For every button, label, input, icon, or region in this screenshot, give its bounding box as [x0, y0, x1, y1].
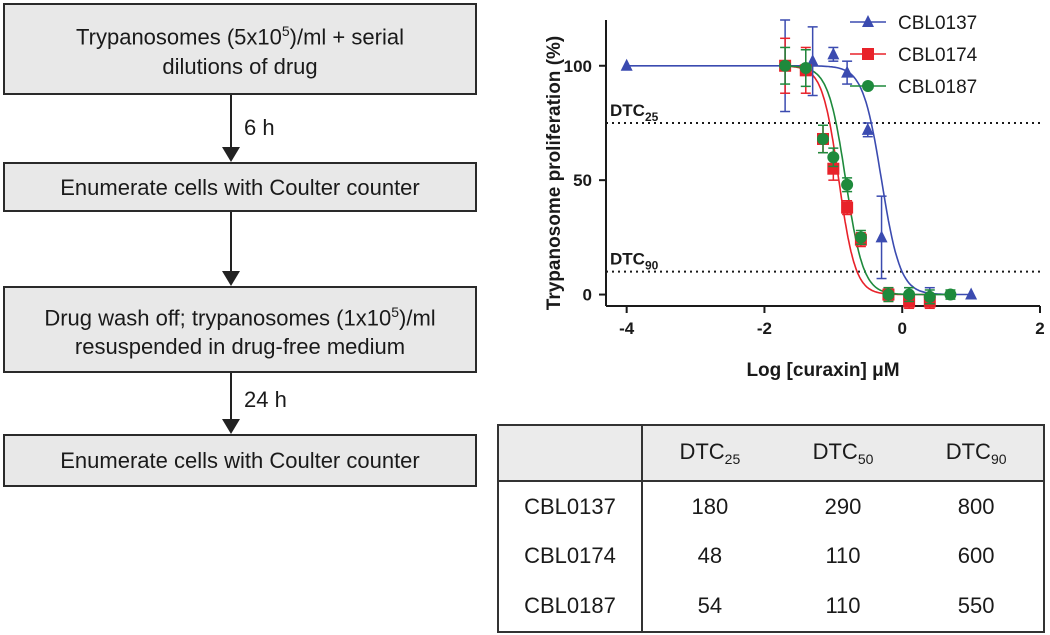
x-axis-label: Log [curaxin] μM: [746, 360, 899, 381]
data-point-cbl0187: [882, 288, 895, 301]
flow-arrow-1: [230, 95, 232, 147]
legend-label: CBL0137: [898, 13, 977, 34]
flow-step-count-text-1: Enumerate cells with Coulter counter: [60, 174, 420, 200]
data-points: [620, 19, 978, 310]
flow-step-count-box-1: Enumerate cells with Coulter counter: [3, 162, 477, 212]
table-cell: 48: [697, 543, 723, 569]
x-tick-label: 2: [1035, 319, 1044, 338]
flow-step-seed-box: Trypanosomes (5x105)/ml + serial dilutio…: [3, 3, 477, 95]
table-cell: 110: [825, 593, 861, 619]
legend-marker-cbl0187: [862, 80, 874, 92]
data-point-cbl0137: [827, 47, 840, 60]
dtc-table: DTC25 DTC50 DTC90 CBL0137 180 290 800 CB…: [497, 424, 1045, 633]
flow-arrow-1-head: [222, 147, 240, 162]
data-point-cbl0137: [806, 54, 819, 67]
chart-axes: -4 -2 0 2 0 50 100: [564, 20, 1045, 338]
data-point-cbl0187: [923, 290, 936, 303]
table-cell: 290: [824, 493, 862, 519]
flow-step-duration-2: 24 h: [244, 387, 287, 412]
flow-step-seed-line2: dilutions of drug: [162, 53, 318, 79]
table-cell: 800: [957, 493, 995, 519]
fit-curve-cbl0137: [626, 65, 972, 296]
data-point-cbl0174: [841, 201, 854, 214]
y-tick-label: 100: [564, 57, 592, 76]
legend-label: CBL0187: [898, 77, 977, 98]
flow-arrow-2-head: [222, 271, 240, 286]
flow-arrow-3-head: [222, 419, 240, 434]
x-tick-label: 0: [897, 319, 906, 338]
row-header-cbl0174: CBL0174: [498, 531, 643, 582]
col-header-dtc25: DTC25: [642, 425, 777, 482]
fit-curve-cbl0187: [785, 65, 951, 296]
data-point-cbl0137: [841, 65, 854, 78]
data-point-cbl0187: [944, 288, 957, 301]
data-point-cbl0187: [903, 288, 916, 301]
flow-step-wash-line1: Drug wash off; trypanosomes (1x105)/ml: [44, 303, 436, 331]
reference-lines: DTC25 DTC90: [606, 101, 1040, 273]
data-point-cbl0137: [620, 58, 633, 71]
y-axis-label: Trypanosome proliferation (%): [544, 36, 565, 310]
fit-curve-cbl0174: [785, 65, 930, 296]
flow-step-count-text-2: Enumerate cells with Coulter counter: [60, 448, 420, 473]
legend-marker-cbl0174: [862, 48, 874, 60]
table-row: CBL0187 54 110 550: [498, 581, 1044, 632]
flow-arrow-3: [230, 373, 232, 419]
data-point-cbl0137: [965, 287, 978, 300]
table-cell: 110: [825, 543, 861, 569]
flow-arrow-2: [230, 212, 232, 271]
data-point-cbl0187: [841, 178, 854, 191]
table-cell: 600: [957, 543, 995, 569]
data-point-cbl0187: [779, 59, 792, 72]
data-point-cbl0187: [799, 62, 812, 75]
col-header-dtc50: DTC50: [776, 425, 910, 482]
reference-line-label: DTC25: [610, 101, 659, 124]
table-row: CBL0174 48 110 600: [498, 531, 1044, 582]
row-header-cbl0137: CBL0137: [498, 481, 643, 532]
data-point-cbl0187: [827, 151, 840, 164]
legend-marker-cbl0137: [862, 15, 874, 27]
table-header-row: DTC25 DTC50 DTC90: [498, 425, 1044, 482]
table-row: CBL0137 180 290 800: [498, 481, 1044, 532]
x-tick-label: -2: [757, 319, 772, 338]
y-tick-label: 0: [583, 286, 592, 305]
flow-step-wash-line2: resuspended in drug-free medium: [74, 334, 406, 360]
data-point-cbl0137: [875, 230, 888, 243]
row-header-cbl0187: CBL0187: [498, 581, 643, 632]
data-point-cbl0187: [817, 132, 829, 145]
table-cell: 550: [957, 593, 995, 619]
legend-label: CBL0174: [898, 45, 978, 66]
flow-step-count-box-2: Enumerate cells with Coulter counter: [3, 434, 477, 487]
data-point-cbl0187: [854, 231, 867, 244]
table-cell: 180: [691, 493, 729, 519]
flow-step-duration-1: 6 h: [244, 115, 275, 140]
y-tick-label: 50: [573, 171, 592, 190]
flow-step-seed-line1: Trypanosomes (5x105)/ml + serial: [76, 23, 404, 50]
table-corner-cell: [498, 425, 643, 482]
table-cell: 54: [697, 593, 723, 619]
col-header-dtc90: DTC90: [909, 425, 1044, 482]
data-point-cbl0137: [861, 122, 874, 135]
x-tick-label: -4: [619, 319, 635, 338]
fit-curves: [626, 65, 972, 296]
flow-step-wash-box: Drug wash off; trypanosomes (1x105)/ml r…: [3, 286, 477, 373]
chart-legend: CBL0137 CBL0174 CBL0187: [850, 13, 978, 98]
reference-line-label: DTC90: [610, 250, 659, 273]
